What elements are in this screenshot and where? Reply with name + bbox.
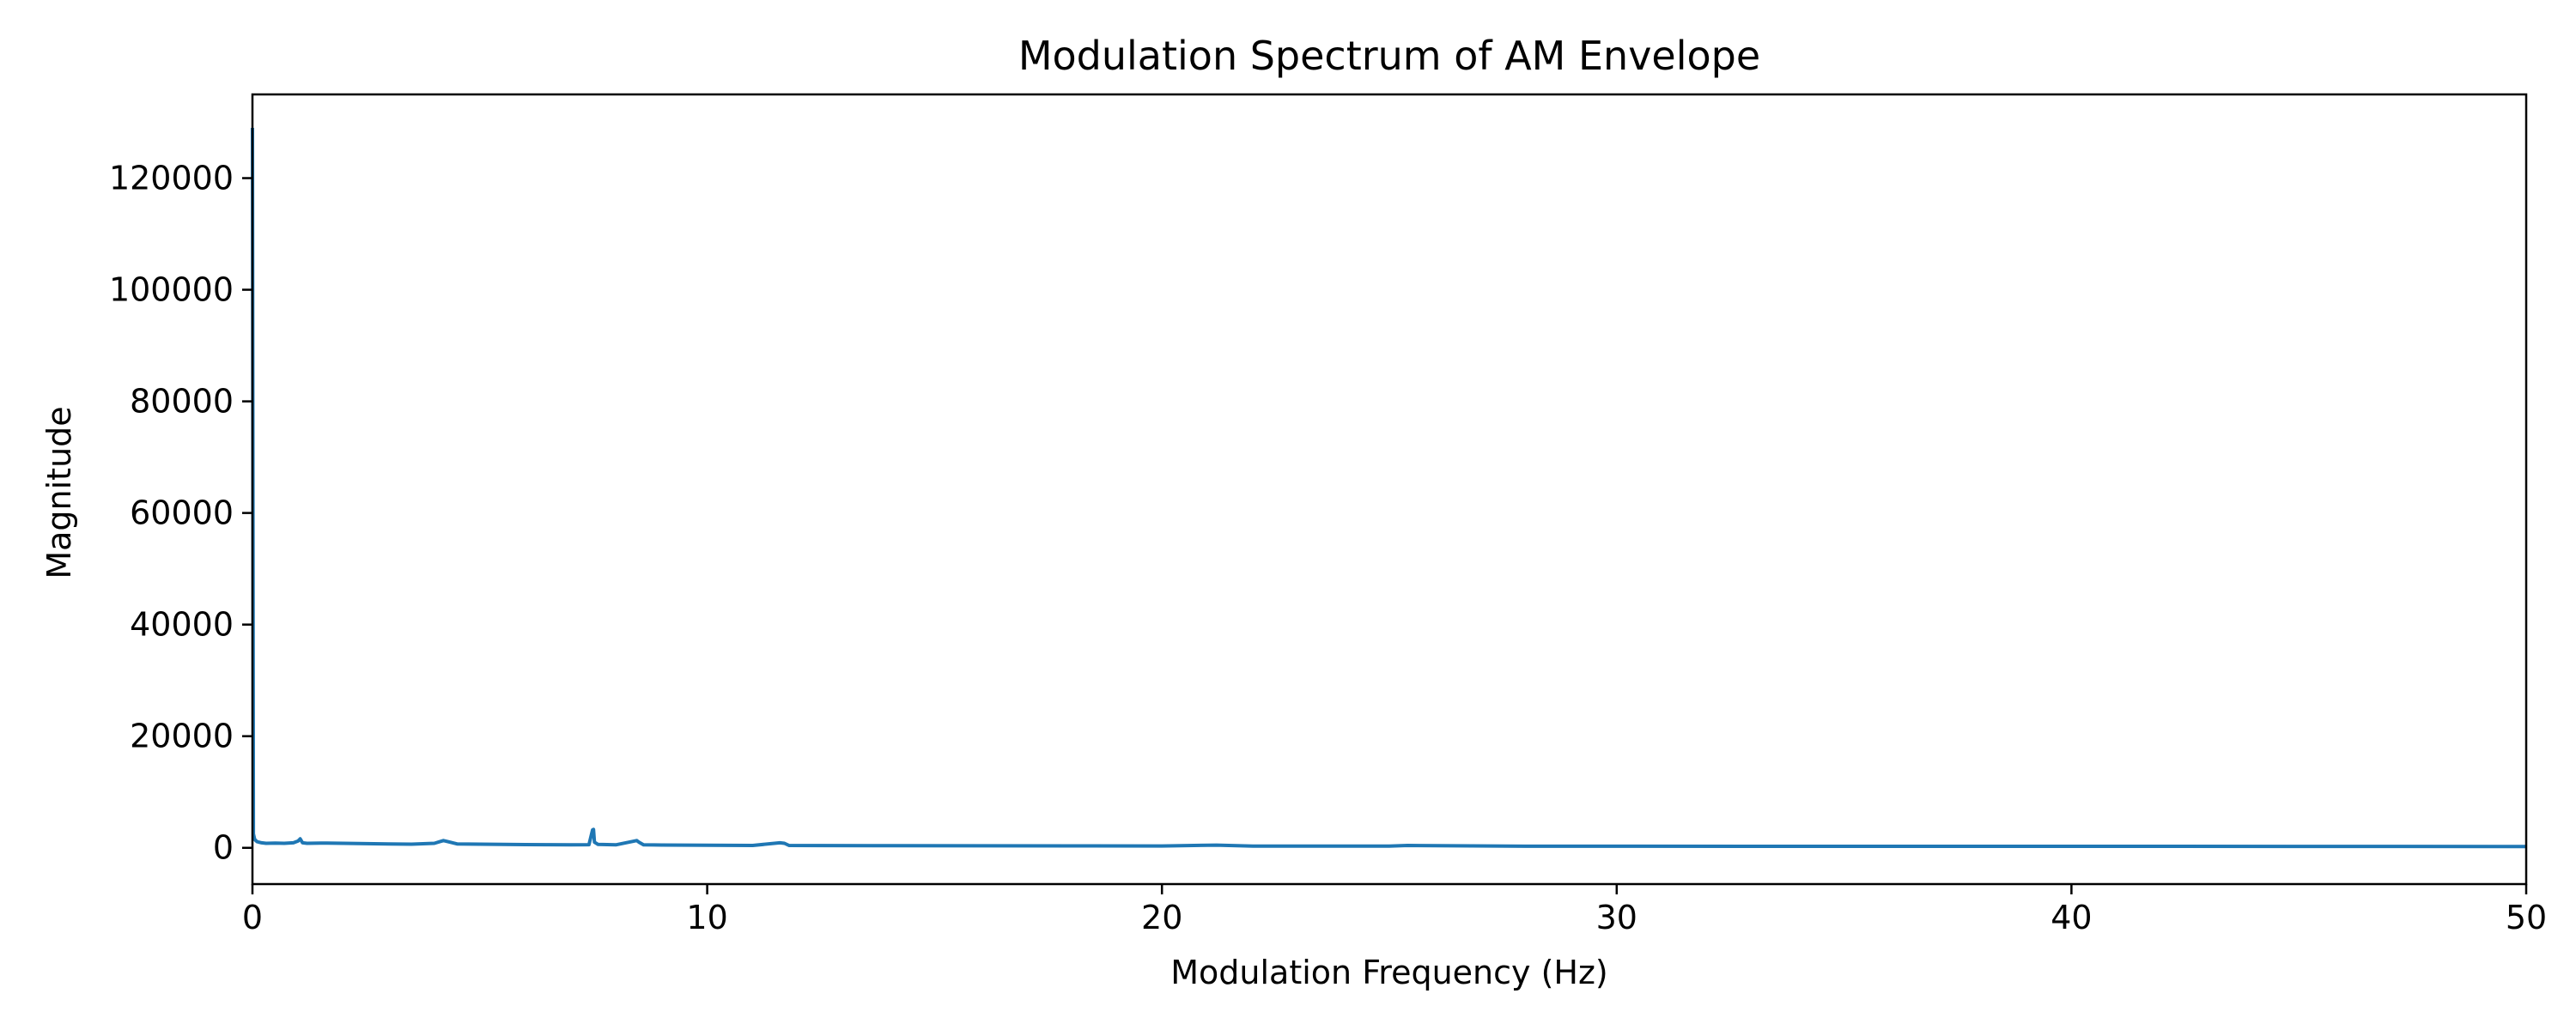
y-tick-label: 0 [213,829,234,867]
y-tick-label: 120000 [109,160,234,197]
y-axis-label: Magnitude [40,406,78,579]
chart-title: Modulation Spectrum of AM Envelope [1018,33,1760,79]
x-axis-label: Modulation Frequency (Hz) [1170,954,1608,991]
y-tick-label: 100000 [109,271,234,309]
y-tick-label: 40000 [130,606,234,644]
plot-area [251,127,2527,849]
x-tick-label: 0 [242,899,263,936]
y-tick-label: 80000 [130,383,234,421]
x-tick-label: 40 [2050,899,2092,936]
plot-frame [251,93,2528,886]
y-tick-label: 60000 [130,494,234,532]
x-tick-label: 20 [1141,899,1182,936]
x-tick-label: 10 [686,899,727,936]
x-tick-label: 50 [2506,899,2547,936]
y-axis: 0 20000 40000 60000 80000 100000 120000 [109,160,252,867]
y-tick-label: 20000 [130,718,234,755]
series-line [251,127,2527,849]
x-axis: 0 10 20 30 40 50 [242,884,2547,936]
x-tick-label: 30 [1596,899,1637,936]
